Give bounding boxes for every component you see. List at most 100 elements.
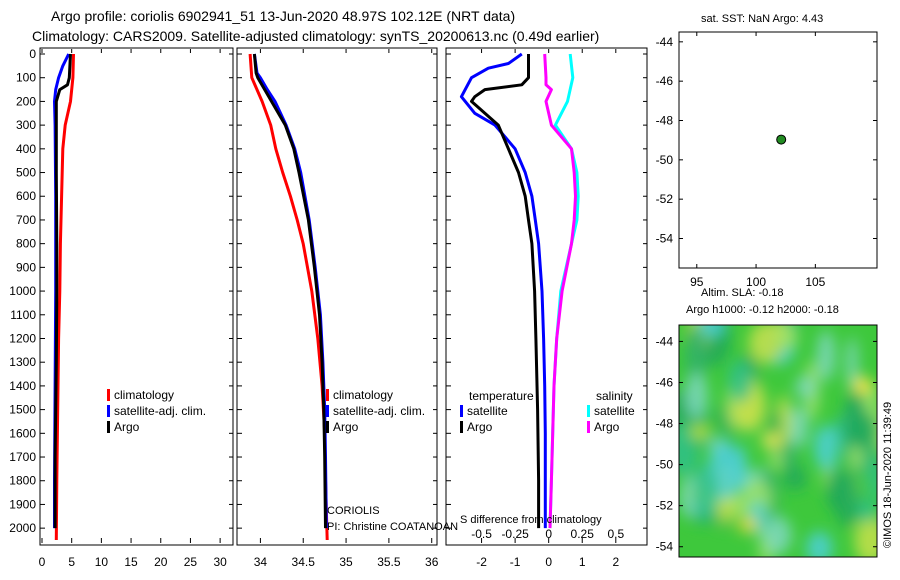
heatmap-texture-cell xyxy=(781,438,797,475)
salinity-legend: climatology satellite-adj. clim. Argo xyxy=(326,388,425,434)
y-tick-label: 1500 xyxy=(9,403,36,417)
imos-watermark: ©IMOS 18-Jun-2020 11:39:49 xyxy=(882,402,894,548)
y-tick-label: -44 xyxy=(656,35,674,49)
series-line-salinity-argo xyxy=(543,53,577,529)
y-tick-label: -52 xyxy=(656,192,674,206)
legend-swatch-temp-satellite xyxy=(460,405,463,417)
heatmap-texture-cell xyxy=(692,463,719,523)
legend-swatch-climatology xyxy=(326,389,329,401)
heatmap-texture-cell xyxy=(761,432,781,448)
difference-frame xyxy=(445,47,648,546)
y-tick-label: -48 xyxy=(656,417,674,431)
altimetry-heatmap xyxy=(679,325,877,557)
series-line-temperature-satellite xyxy=(459,52,547,529)
y-tick-label: 1900 xyxy=(9,497,36,511)
altimetry-title-line1: Altim. SLA: -0.18 xyxy=(701,287,784,299)
x-tick-label: 25 xyxy=(184,555,198,569)
y-tick-label: 700 xyxy=(16,213,36,227)
legend-label-temp-argo: Argo xyxy=(467,420,493,434)
heatmap-texture-cell xyxy=(854,515,877,557)
x-tick-label: 1 xyxy=(579,555,586,569)
x-tick-label: -2 xyxy=(476,555,487,569)
x-tick-label: 0 xyxy=(39,555,46,569)
legend-title-temperature: temperature xyxy=(469,389,534,403)
y-tick-label: 1300 xyxy=(9,355,36,369)
y-tick-label: 900 xyxy=(16,260,36,274)
salinity-frame xyxy=(236,47,438,546)
y-tick-label: 500 xyxy=(16,166,36,180)
figure-title-line1: Argo profile: coriolis 6902941_51 13-Jun… xyxy=(51,8,515,24)
argo-location-marker xyxy=(776,134,787,145)
series-line-salinity-satellite xyxy=(548,53,580,529)
heatmap-texture-cell xyxy=(787,406,809,448)
x-tick-label: 30 xyxy=(213,555,227,569)
y-tick-label: 2000 xyxy=(9,521,36,535)
heatmap-texture-cell xyxy=(733,445,748,491)
y-tick-label: 1200 xyxy=(9,331,36,345)
difference-legend: temperature salinity satellite Argo sate… xyxy=(460,389,635,434)
heatmap-texture-cell xyxy=(727,359,753,403)
heatmap-texture-cell xyxy=(738,517,758,533)
heatmap-texture-cell xyxy=(774,325,798,351)
series-line-argo xyxy=(252,53,327,529)
x-tick-label: 35.5 xyxy=(377,555,401,569)
legend-swatch-argo xyxy=(107,421,110,433)
y-tick-label: -54 xyxy=(656,540,674,554)
y-tick-label: -48 xyxy=(656,114,674,128)
x-tick-label: 20 xyxy=(154,555,168,569)
y-tick-label: -54 xyxy=(656,232,674,246)
legend-swatch-sal-satellite xyxy=(587,405,590,417)
y-tick-label: -46 xyxy=(656,375,674,389)
y-tick-label: 200 xyxy=(16,94,36,108)
heatmap-texture-cell xyxy=(855,499,877,523)
secondary-x-tick-label: 0.5 xyxy=(607,527,624,541)
secondary-x-tick-label: -0.25 xyxy=(501,527,529,541)
x-tick-label: 2 xyxy=(612,555,619,569)
legend-swatch-satellite xyxy=(326,405,329,417)
heatmap-texture-cell xyxy=(852,377,872,393)
legend-label-argo: Argo xyxy=(114,420,140,434)
secondary-x-tick-label: 0.25 xyxy=(571,527,595,541)
heatmap-texture-cell xyxy=(698,325,726,337)
heatmap-texture-cell xyxy=(685,372,708,420)
heatmap-texture-cell xyxy=(849,443,863,471)
legend-swatch-satellite xyxy=(107,405,110,417)
series-line-argo xyxy=(53,53,72,529)
legend-title-salinity: salinity xyxy=(596,389,633,403)
altimetry-map-panel: Altim. SLA: -0.18 Argo h1000: -0.12 h200… xyxy=(656,287,878,558)
heatmap-texture-cell xyxy=(813,425,839,470)
altimetry-title-line2: Argo h1000: -0.12 h2000: -0.18 xyxy=(686,304,839,316)
x-tick-label: 5 xyxy=(68,555,75,569)
x-tick-label: 100 xyxy=(746,275,766,289)
heatmap-texture-cell xyxy=(845,390,864,420)
difference-panel: -2 -1 0 1 2 -0.5 -0.25 0 0.25 0.5 temperature sal… xyxy=(445,47,648,569)
legend-swatch-climatology xyxy=(107,389,110,401)
legend-label-sal-argo: Argo xyxy=(594,420,620,434)
legend-swatch-argo xyxy=(326,421,329,433)
location-map-title: sat. SST: NaN Argo: 4.43 xyxy=(701,13,823,25)
y-tick-label: 1700 xyxy=(9,450,36,464)
heatmap-texture-cell xyxy=(834,470,860,528)
legend-label-sal-satellite: satellite xyxy=(594,404,635,418)
series-line-temperature-argo xyxy=(470,54,541,529)
x-tick-label: 34 xyxy=(254,555,268,569)
institution-credit: CORIOLIS xyxy=(327,505,380,517)
y-tick-label: 1000 xyxy=(9,284,36,298)
y-tick-label: 1100 xyxy=(10,308,36,322)
y-tick-label: 0 xyxy=(29,47,36,61)
x-tick-label: 15 xyxy=(124,555,138,569)
y-tick-label: 100 xyxy=(16,71,36,85)
heatmap-texture-cell xyxy=(806,531,833,557)
secondary-x-tick-label: -0.5 xyxy=(471,527,492,541)
y-tick-label: 1600 xyxy=(9,426,36,440)
legend-label-satellite: satellite-adj. clim. xyxy=(333,404,425,418)
difference-xlabel: S difference from climatology xyxy=(460,514,602,526)
heatmap-texture-cell xyxy=(685,329,707,387)
y-tick-label: -52 xyxy=(656,499,674,513)
x-tick-label: 0 xyxy=(545,555,552,569)
legend-swatch-temp-argo xyxy=(460,421,463,433)
y-tick-label: -50 xyxy=(656,458,674,472)
heatmap-texture-cell xyxy=(816,330,836,381)
x-tick-label: 34.5 xyxy=(292,555,316,569)
x-tick-label: 105 xyxy=(805,275,825,289)
